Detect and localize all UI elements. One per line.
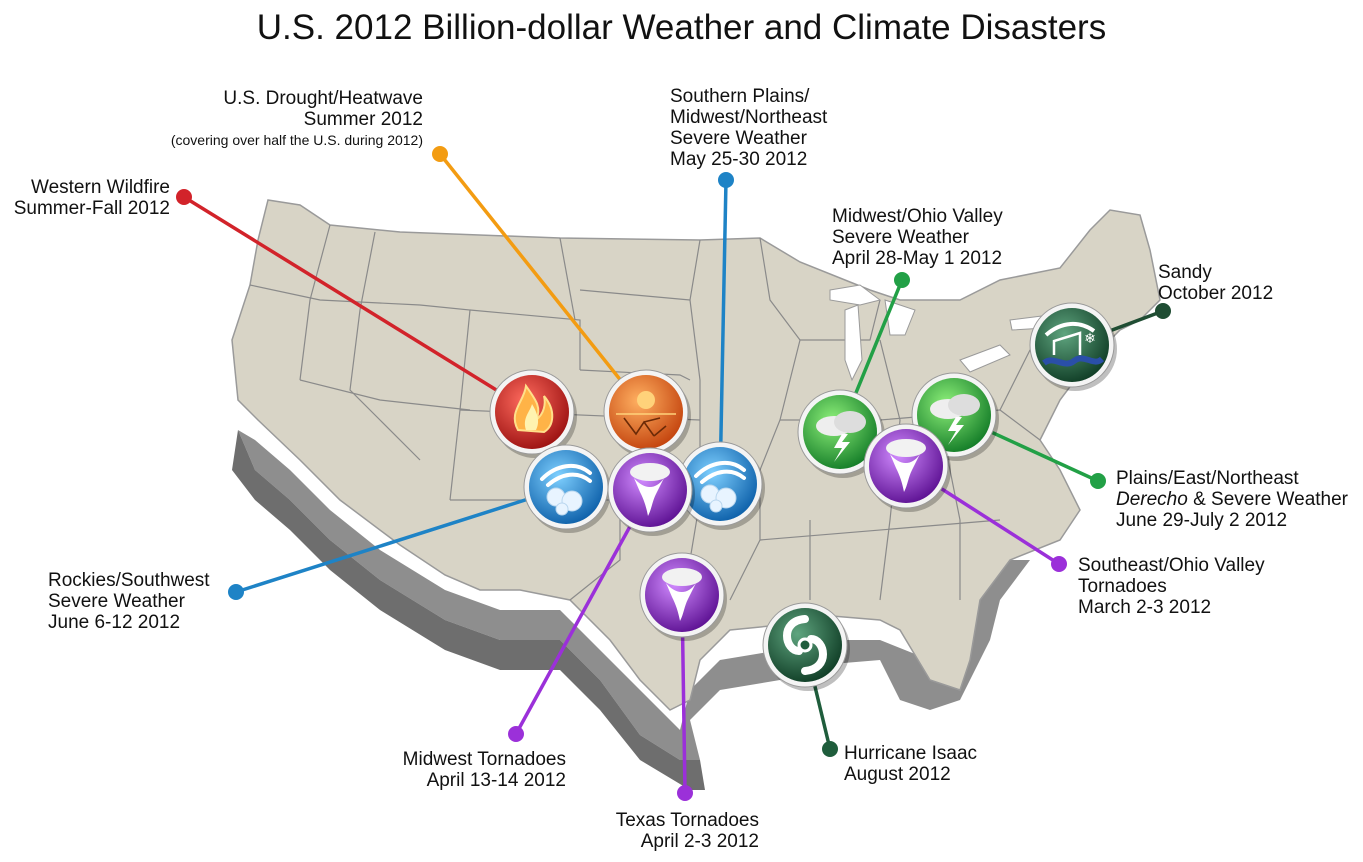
leader-line-drought (438, 152, 648, 414)
fire-icon[interactable] (489, 369, 577, 458)
marker-dot-southeast-ohio[interactable] (1051, 556, 1067, 572)
label-southern-plains: Southern Plains/ Midwest/Northeast Sever… (670, 86, 828, 170)
label-plains-east: Plains/East/Northeast Derecho & Severe W… (1116, 468, 1349, 531)
marker-dot-plains-east[interactable] (1090, 473, 1106, 489)
marker-dot-midwest-ohio[interactable] (894, 272, 910, 288)
drought-icon[interactable] (603, 369, 691, 458)
tornado-icon[interactable] (863, 423, 951, 512)
label-western-wildfire: Western Wildfire Summer-Fall 2012 (13, 177, 170, 219)
map-extrusion (232, 430, 1030, 790)
leader-line-rockies (235, 485, 567, 594)
marker-dot-rockies[interactable] (228, 584, 244, 600)
event-icons: ❄ (489, 302, 1117, 691)
storm-surge-icon[interactable]: ❄ (1029, 302, 1117, 391)
hurricane-icon[interactable] (762, 602, 850, 691)
label-texas-tornadoes: Texas Tornadoes April 2-3 2012 (615, 810, 759, 852)
leader-lines (176, 146, 1171, 801)
label-isaac: Hurricane Isaac August 2012 (844, 743, 978, 785)
svg-text:❄: ❄ (1084, 331, 1096, 347)
label-drought: U.S. Drought/Heatwave Summer 2012 (cover… (170, 88, 423, 148)
tornado-icon[interactable] (607, 447, 695, 536)
leader-line-midwest-tornadoes (514, 489, 652, 735)
label-midwest-ohio: Midwest/Ohio Valley Severe Weather April… (832, 206, 1003, 269)
page-title: U.S. 2012 Billion-dollar Weather and Cli… (256, 8, 1107, 47)
derecho-text: Derecho (1116, 489, 1188, 510)
leader-line-southern-plains (718, 179, 728, 485)
tornado-icon[interactable] (639, 552, 727, 641)
marker-dot-drought[interactable] (432, 146, 448, 162)
hail-storm-icon[interactable] (523, 444, 611, 533)
great-lakes (829, 284, 1051, 382)
leader-line-western-wildfire (183, 195, 533, 414)
label-rockies: Rockies/Southwest Severe Weather June 6-… (48, 570, 210, 633)
marker-dot-western-wildfire[interactable] (176, 189, 192, 205)
marker-dot-southern-plains[interactable] (718, 172, 734, 188)
label-southeast-ohio: Southeast/Ohio Valley Tornadoes March 2-… (1078, 555, 1265, 618)
marker-dot-sandy[interactable] (1155, 303, 1171, 319)
thunderstorm-icon[interactable] (797, 389, 885, 478)
marker-dot-midwest-tornadoes[interactable] (508, 726, 524, 742)
marker-dot-isaac[interactable] (822, 741, 838, 757)
thunderstorm-icon[interactable] (911, 372, 999, 461)
label-sandy: Sandy October 2012 (1158, 262, 1274, 304)
label-midwest-tornadoes: Midwest Tornadoes April 13-14 2012 (402, 749, 566, 791)
marker-dot-texas-tornadoes[interactable] (677, 785, 693, 801)
